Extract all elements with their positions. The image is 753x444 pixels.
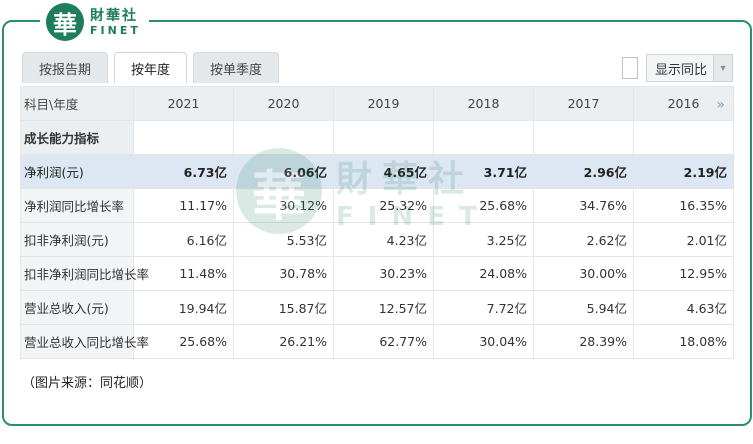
- table-row: 净利润(元) 6.73亿 6.06亿 4.65亿 3.71亿 2.96亿 2.1…: [20, 154, 734, 189]
- tab-by-report-period[interactable]: 按报告期: [22, 52, 109, 83]
- cell-value: 3.71亿: [433, 154, 534, 189]
- table-row: 营业总收入同比增长率 25.68% 26.21% 62.77% 30.04% 2…: [20, 324, 734, 359]
- cell-value: 6.16亿: [133, 222, 234, 257]
- cell-value: 30.12%: [233, 188, 334, 223]
- section-title: 成长能力指标: [20, 120, 134, 155]
- cell-value: 6.06亿: [233, 154, 334, 189]
- cell-value: 25.68%: [433, 188, 534, 223]
- period-tabs: 按报告期 按年度 按单季度: [22, 52, 285, 83]
- cell-value: 12.95%: [633, 256, 734, 291]
- cell-value: 2.96亿: [533, 154, 634, 189]
- cell-value: 6.73亿: [133, 154, 234, 189]
- cell-value: 5.53亿: [233, 222, 334, 257]
- cell-value: 11.17%: [133, 188, 234, 223]
- tab-by-quarter[interactable]: 按单季度: [193, 52, 280, 83]
- year-header: 2021: [133, 86, 234, 121]
- row-label: 营业总收入同比增长率: [20, 324, 149, 359]
- financial-table-container: 科目\年度 2021 2020 2019 2018 2017 2016 » 成长…: [20, 86, 734, 359]
- tab-by-year[interactable]: 按年度: [114, 52, 188, 83]
- scroll-right-icon[interactable]: »: [716, 97, 725, 113]
- row-label: 扣非净利润(元): [20, 222, 134, 257]
- logo-badge-icon: 華: [46, 3, 84, 41]
- table-row: 扣非净利润(元) 6.16亿 5.53亿 4.23亿 3.25亿 2.62亿 2…: [20, 222, 734, 257]
- cell-value: 28.39%: [533, 324, 634, 359]
- yoy-label: 显示同比: [654, 62, 707, 78]
- cell-value: 4.65亿: [333, 154, 434, 189]
- cell-value: 18.08%: [633, 324, 734, 359]
- cell-value: 30.04%: [433, 324, 534, 359]
- cell-value: 2.62亿: [533, 222, 634, 257]
- cell-value: 12.57亿: [333, 290, 434, 325]
- year-header: 2016 »: [633, 86, 734, 121]
- yoy-checkbox[interactable]: [621, 57, 638, 79]
- row-label: 净利润同比增长率: [20, 188, 134, 223]
- header-label: 科目\年度: [20, 86, 134, 121]
- cell-value: 62.77%: [333, 324, 434, 359]
- table-row: 净利润同比增长率 11.17% 30.12% 25.32% 25.68% 34.…: [20, 188, 734, 223]
- table-header-row: 科目\年度 2021 2020 2019 2018 2017 2016 »: [20, 86, 734, 121]
- row-label: 扣非净利润同比增长率: [20, 256, 149, 291]
- year-header-text: 2016: [667, 96, 700, 111]
- cell-value: 15.87亿: [233, 290, 334, 325]
- cell-value: 2.01亿: [633, 222, 734, 257]
- yoy-toggle: 显示同比 ▾: [621, 54, 733, 82]
- cell-value: 16.35%: [633, 188, 734, 223]
- cell-value: 30.23%: [333, 256, 434, 291]
- financial-table: 科目\年度 2021 2020 2019 2018 2017 2016 » 成长…: [20, 86, 734, 359]
- cell-value: 26.21%: [233, 324, 334, 359]
- cell-value: 7.72亿: [433, 290, 534, 325]
- chevron-down-icon: ▾: [713, 55, 732, 81]
- section-row: 成长能力指标: [20, 120, 734, 155]
- yoy-dropdown[interactable]: 显示同比 ▾: [645, 54, 733, 82]
- cell-value: 30.78%: [233, 256, 334, 291]
- row-label: 净利润(元): [20, 154, 134, 189]
- cell-value: 5.94亿: [533, 290, 634, 325]
- table-row: 扣非净利润同比增长率 11.48% 30.78% 30.23% 24.08% 3…: [20, 256, 734, 291]
- year-header: 2018: [433, 86, 534, 121]
- row-label: 营业总收入(元): [20, 290, 134, 325]
- cell-value: 19.94亿: [133, 290, 234, 325]
- cell-value: 3.25亿: [433, 222, 534, 257]
- image-source-note: （图片来源：同花顺）: [22, 376, 153, 391]
- cell-value: 4.63亿: [633, 290, 734, 325]
- cell-value: 4.23亿: [333, 222, 434, 257]
- cell-value: 25.32%: [333, 188, 434, 223]
- cell-value: 24.08%: [433, 256, 534, 291]
- cell-value: 34.76%: [533, 188, 634, 223]
- table-row: 营业总收入(元) 19.94亿 15.87亿 12.57亿 7.72亿 5.94…: [20, 290, 734, 325]
- logo-name-cn: 財華社: [90, 7, 138, 24]
- logo-name-en: FINET: [90, 23, 141, 37]
- year-header: 2020: [233, 86, 334, 121]
- year-header: 2019: [333, 86, 434, 121]
- cell-value: 2.19亿: [633, 154, 734, 189]
- finet-logo: 華 財華社 FINET: [40, 0, 149, 44]
- year-header: 2017: [533, 86, 634, 121]
- cell-value: 25.68%: [133, 324, 234, 359]
- cell-value: 30.00%: [533, 256, 634, 291]
